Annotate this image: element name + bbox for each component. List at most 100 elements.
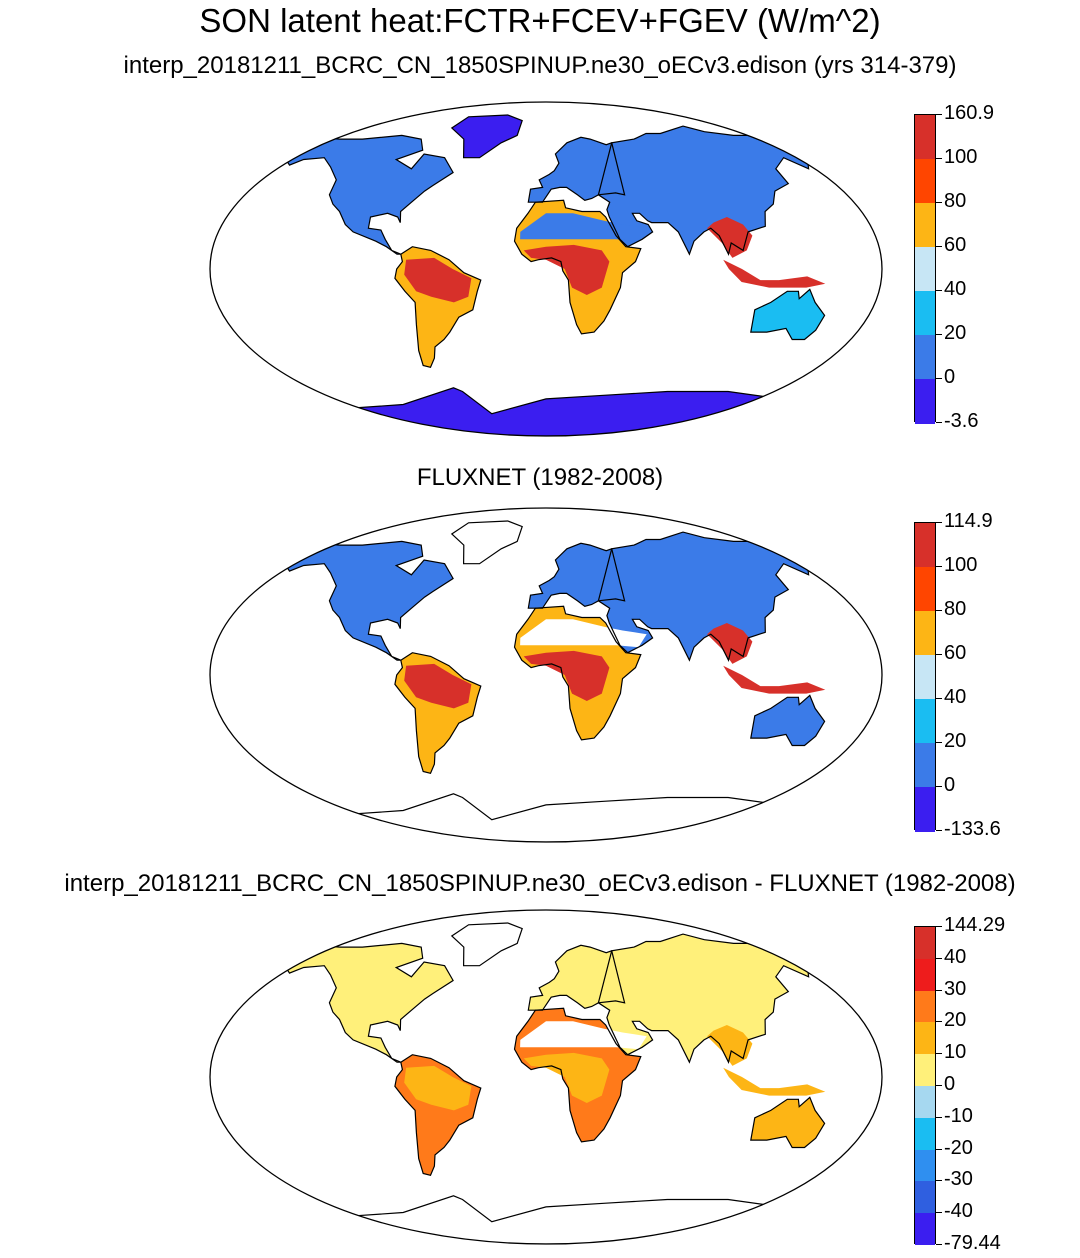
greenland-region [451, 923, 523, 966]
colorbar-swatch [915, 655, 935, 700]
panel2-map [209, 507, 883, 843]
colorbar-label: 114.9 [944, 510, 993, 532]
coastline [450, 114, 523, 159]
coastline [513, 199, 642, 335]
colorbar-swatches [914, 114, 936, 424]
colorbar-label: -133.6 [944, 818, 1001, 840]
southeast-asia-tropics-region [707, 623, 753, 664]
colorbar-swatch [915, 247, 935, 292]
colorbar-swatch [915, 1054, 935, 1087]
colorbar-tick [936, 522, 942, 523]
north-america-region [284, 943, 454, 1063]
coastline [283, 134, 454, 255]
colorbar-label: 144.29 [944, 914, 1006, 936]
coastline [513, 605, 642, 741]
colorbar-tick [936, 742, 942, 743]
colorbar-label: 60 [944, 642, 967, 664]
colorbar-label: 100 [944, 554, 978, 576]
australia-region [750, 695, 825, 746]
colorbar-tick [936, 114, 942, 115]
coastline [394, 1054, 482, 1177]
amazon-tropics-region [404, 1065, 472, 1111]
coastline [527, 136, 626, 203]
colorbar-label: -79.44 [944, 1232, 1001, 1254]
panel3-map [209, 909, 883, 1245]
colorbar-swatch [915, 291, 935, 336]
colorbar-swatch [915, 699, 935, 744]
colorbar-swatch [915, 787, 935, 832]
colorbar-tick [936, 1053, 942, 1055]
panel2-title: FLUXNET (1982-2008) [416, 464, 664, 491]
colorbar-swatch [915, 567, 935, 612]
colorbar-label: -40 [944, 1200, 973, 1223]
colorbar-label: 10 [944, 1041, 967, 1064]
colorbar-swatch [915, 1086, 935, 1119]
coastline [450, 922, 523, 967]
colorbar-swatches [914, 926, 936, 1246]
colorbar-label: 30 [944, 977, 967, 1000]
colorbar-label: -3.6 [944, 410, 979, 432]
colorbar-label: 20 [944, 1009, 967, 1032]
colorbar-tick [936, 1116, 942, 1118]
central-africa-tropics-region [523, 244, 610, 295]
colorbar-tick [936, 610, 942, 611]
coastline [750, 694, 826, 747]
greenland-region [451, 521, 523, 564]
colorbar-swatch [915, 1022, 935, 1055]
colorbar-label: 60 [944, 234, 967, 256]
north-america-region [284, 135, 454, 255]
amazon-tropics-region [404, 663, 472, 709]
coastline [513, 1007, 642, 1143]
colorbar-swatch [915, 990, 935, 1023]
colorbar-tick [936, 1244, 942, 1245]
indonesia-region [723, 259, 826, 288]
colorbar-label: 0 [944, 774, 956, 796]
colorbar-label: 80 [944, 598, 967, 620]
coastline [527, 542, 626, 609]
colorbar-swatch [915, 523, 935, 568]
coastline [750, 1096, 826, 1149]
colorbar-label: 40 [944, 686, 967, 708]
colorbar-tick [936, 422, 942, 423]
panel3-title: interp_20181211_BCRC_CN_1850SPINUP.ne30_… [64, 870, 1016, 897]
colorbar-tick [936, 698, 942, 699]
colorbar-label: -30 [944, 1168, 973, 1191]
australia-region [750, 1097, 825, 1148]
colorbar-swatch [915, 203, 935, 248]
map-border [209, 101, 883, 437]
coastline [750, 288, 826, 341]
colorbar-tick [936, 1180, 942, 1182]
colorbar-swatch [915, 335, 935, 380]
colorbar-swatch [915, 379, 935, 424]
colorbar-swatch [915, 927, 935, 960]
colorbar-tick [936, 202, 942, 203]
colorbar-label: -10 [944, 1104, 973, 1127]
colorbar-tick [936, 158, 942, 159]
central-africa-tropics-region [523, 1052, 610, 1103]
colorbar-tick [936, 378, 942, 379]
colorbar-swatch [915, 1213, 935, 1246]
coastline [283, 942, 454, 1063]
colorbar-tick [936, 1148, 942, 1150]
coastline [394, 246, 482, 369]
colorbar-tick [936, 830, 942, 831]
colorbar-swatch [915, 743, 935, 788]
indonesia-region [723, 665, 826, 694]
colorbar-swatch [915, 958, 935, 992]
panel1-map [209, 101, 883, 437]
colorbar-tick [936, 334, 942, 335]
southeast-asia-tropics-region [707, 1025, 753, 1066]
coastline [527, 944, 626, 1011]
indonesia-region [723, 1067, 826, 1096]
colorbar-label: 100 [944, 146, 978, 168]
map-border [209, 507, 883, 843]
colorbar-tick [936, 1021, 942, 1023]
colorbar-tick [936, 926, 942, 927]
colorbar-swatch [915, 159, 935, 204]
colorbar-label: 0 [944, 366, 956, 388]
amazon-tropics-region [404, 257, 472, 303]
colorbar-tick [936, 246, 942, 247]
colorbar-tick [936, 786, 942, 787]
colorbar-tick [936, 566, 942, 567]
central-africa-tropics-region [523, 650, 610, 701]
